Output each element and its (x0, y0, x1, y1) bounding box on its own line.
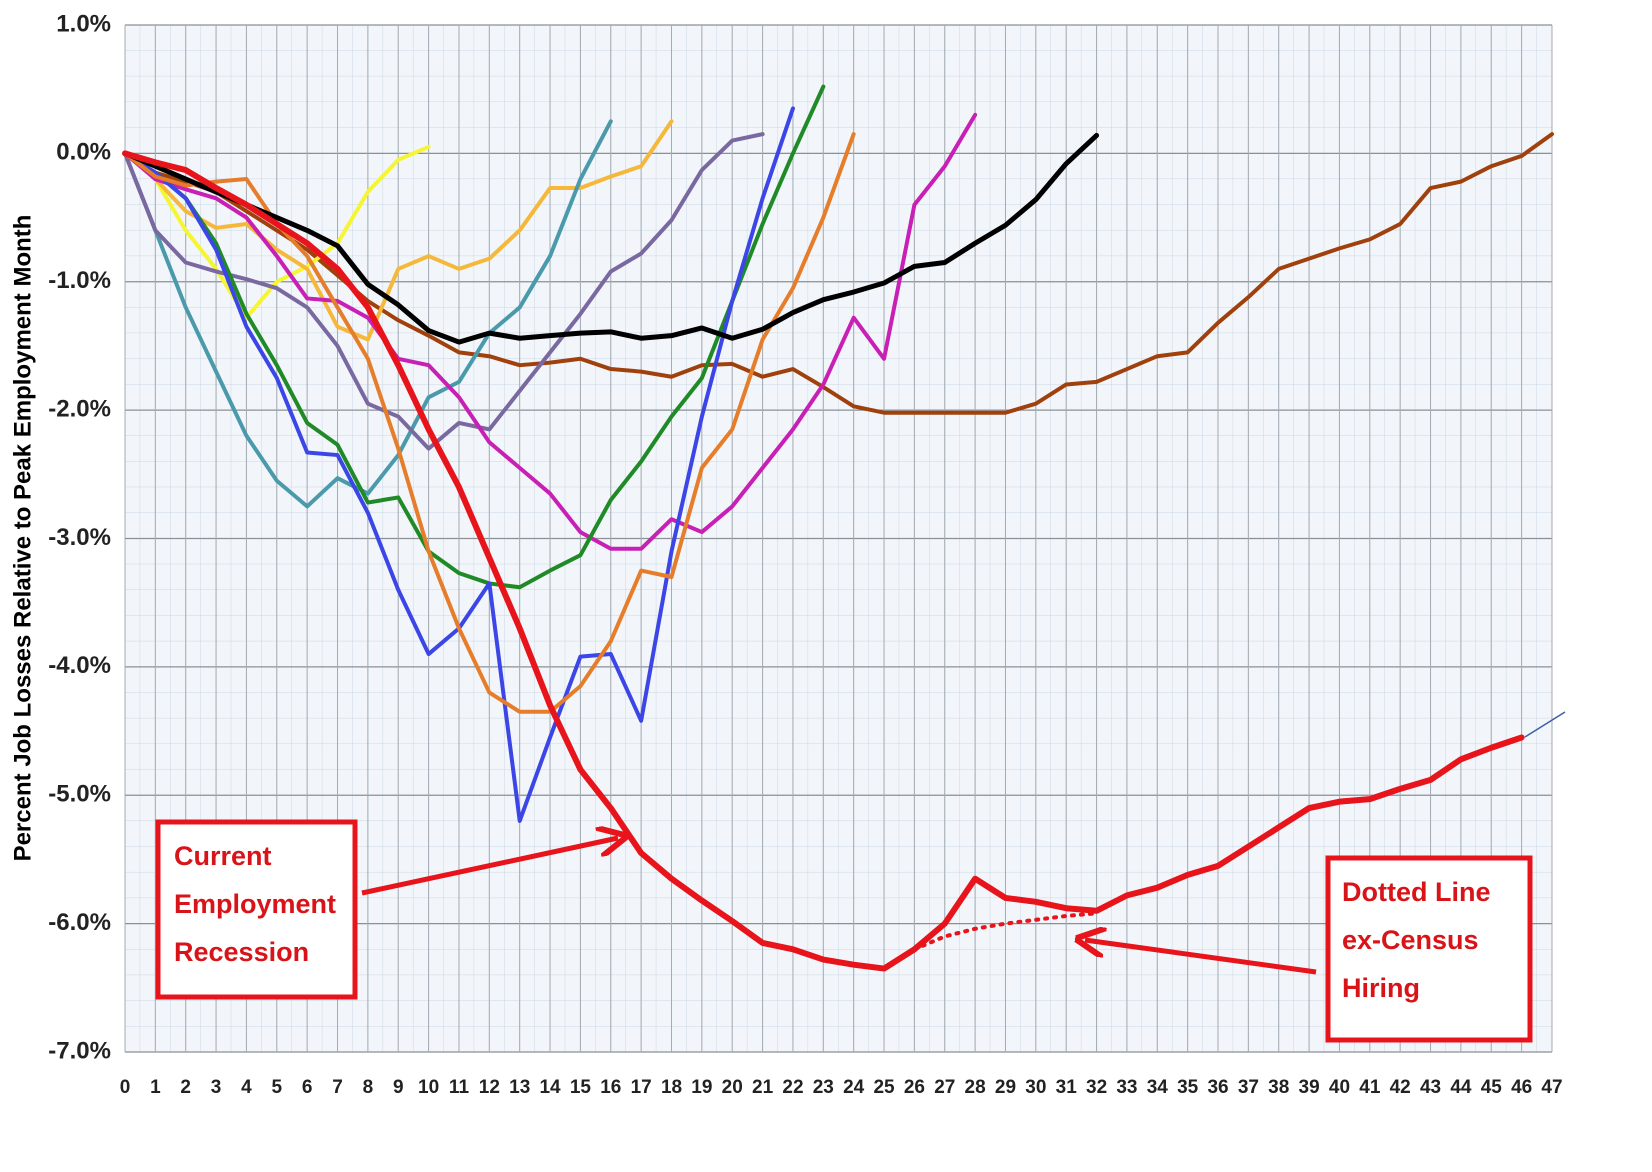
x-tick-label: 32 (1086, 1077, 1107, 1098)
x-tick-label: 33 (1116, 1077, 1137, 1098)
x-tick-label: 9 (393, 1077, 404, 1098)
y-tick-label: -6.0% (48, 909, 111, 936)
x-tick-label: 43 (1420, 1077, 1441, 1098)
x-tick-label: 28 (965, 1077, 986, 1098)
x-tick-label: 27 (934, 1077, 955, 1098)
annotation-box (155, 819, 358, 1000)
x-tick-label: 6 (302, 1077, 313, 1098)
x-tick-label: 41 (1359, 1077, 1381, 1098)
x-tick-label: 26 (904, 1077, 925, 1098)
x-tick-label: 34 (1147, 1077, 1169, 1098)
x-tick-label: 25 (873, 1077, 895, 1098)
x-tick-label: 23 (813, 1077, 834, 1098)
x-tick-label: 22 (782, 1077, 803, 1098)
x-tick-label: 19 (691, 1077, 712, 1098)
x-tick-label: 38 (1268, 1077, 1289, 1098)
x-tick-label: 10 (418, 1077, 439, 1098)
series-line (123, 84, 826, 590)
annotation-text: Dotted Line (1342, 877, 1491, 907)
annotation-text: Hiring (1342, 973, 1420, 1003)
annotation-arrow (361, 838, 618, 896)
series-line (123, 132, 856, 714)
x-tick-label: 36 (1207, 1077, 1228, 1098)
x-tick-label: 18 (661, 1077, 682, 1098)
x-tick-label: 20 (722, 1077, 743, 1098)
annotation-arrow (1085, 940, 1317, 975)
x-tick-label: 12 (479, 1077, 500, 1098)
y-tick-label: -4.0% (48, 652, 111, 679)
series-line (123, 119, 613, 509)
annotation-text: Recession (174, 937, 309, 967)
x-tick-label: 46 (1511, 1077, 1532, 1098)
series-line (123, 119, 674, 342)
x-tick-label: 16 (600, 1077, 621, 1098)
y-tick-label: -2.0% (48, 395, 111, 422)
x-tick-label: 39 (1299, 1077, 1320, 1098)
x-tick-label: 4 (241, 1077, 252, 1098)
annotation-text: Employment (174, 889, 336, 919)
x-tick-label: 35 (1177, 1077, 1199, 1098)
y-tick-label: -7.0% (48, 1037, 111, 1064)
y-tick-label: 0.0% (56, 139, 111, 166)
x-tick-label: 17 (631, 1077, 652, 1098)
x-tick-label: 47 (1541, 1077, 1562, 1098)
x-tick-label: 31 (1056, 1077, 1078, 1098)
x-tick-label: 45 (1481, 1077, 1503, 1098)
x-tick-label: 24 (843, 1077, 865, 1098)
y-tick-label: -3.0% (48, 524, 111, 551)
leader-line (1524, 711, 1566, 738)
annotation-text: ex-Census (1342, 925, 1479, 955)
annotation-box (1325, 855, 1533, 1043)
y-tick-label: -1.0% (48, 267, 111, 294)
x-tick-label: 15 (570, 1077, 592, 1098)
y-axis-label: Percent Job Losses Relative to Peak Empl… (9, 215, 36, 862)
x-tick-label: 2 (180, 1077, 191, 1098)
x-tick-label: 14 (539, 1077, 561, 1098)
x-tick-label: 0 (120, 1077, 131, 1098)
x-tick-label: 29 (995, 1077, 1016, 1098)
x-tick-label: 5 (272, 1077, 283, 1098)
x-tick-label: 1 (150, 1077, 161, 1098)
series-line (123, 144, 431, 320)
x-tick-label: 8 (363, 1077, 374, 1098)
x-tick-label: 44 (1450, 1077, 1472, 1098)
x-tick-label: 30 (1025, 1077, 1046, 1098)
x-tick-label: 37 (1238, 1077, 1259, 1098)
y-tick-label: -5.0% (48, 781, 111, 808)
x-tick-label: 3 (211, 1077, 222, 1098)
x-tick-label: 42 (1390, 1077, 1411, 1098)
y-tick-label: 1.0% (56, 10, 111, 37)
x-tick-label: 7 (332, 1077, 343, 1098)
x-tick-label: 11 (449, 1077, 470, 1098)
x-tick-label: 13 (509, 1077, 530, 1098)
series-line (882, 911, 1099, 971)
annotation-text: Current (174, 841, 272, 871)
series-line (122, 150, 1525, 972)
x-tick-label: 21 (752, 1077, 774, 1098)
x-tick-label: 40 (1329, 1077, 1350, 1098)
series-line (123, 112, 978, 551)
series-line (122, 132, 1100, 345)
